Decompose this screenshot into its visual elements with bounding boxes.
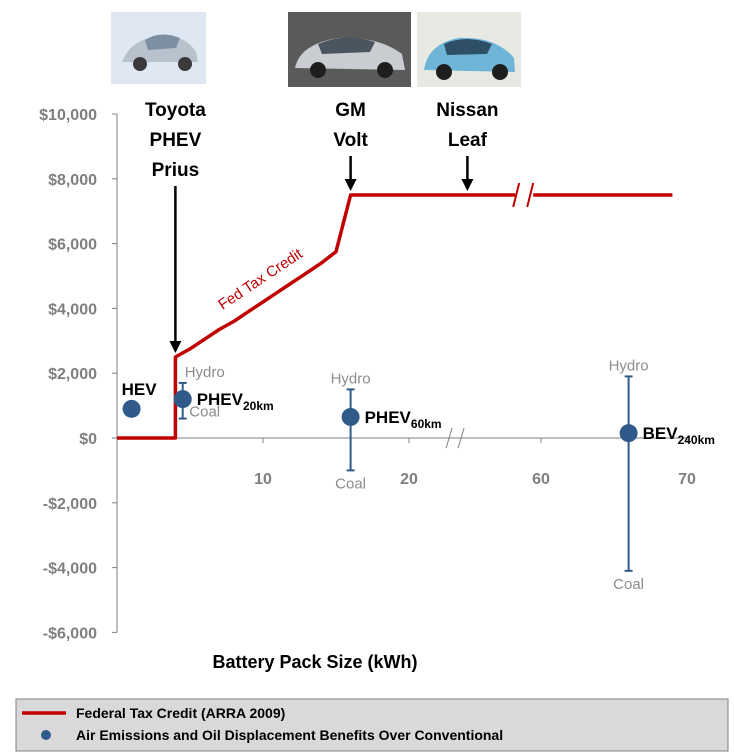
- y-tick-label: $4,000: [48, 301, 97, 318]
- axes: [112, 113, 688, 633]
- car-leaf-image: [417, 12, 521, 87]
- y-tick-label: $0: [79, 431, 97, 448]
- car-arrow-head: [461, 179, 474, 191]
- car-label: GM: [335, 100, 366, 121]
- coal-label: Coal: [189, 404, 220, 421]
- car-label: Toyota: [145, 100, 206, 121]
- x-tick-label: 20: [400, 471, 418, 488]
- line-break-mark: [526, 182, 535, 208]
- car-annotations: Toyota PHEV Prius GM Volt Nissan Leaf: [145, 100, 499, 353]
- car-prius-image: [111, 12, 206, 84]
- data-point-label: HEV: [122, 380, 158, 399]
- y-tick-label: $8,000: [48, 172, 97, 189]
- coal-label: Coal: [335, 475, 366, 492]
- y-tick-label: $2,000: [48, 366, 97, 383]
- tick-labels: -$6,000 -$4,000 -$2,000 $0 $2,000 $4,000 $6,00…: [39, 107, 696, 642]
- data-point: [173, 390, 192, 409]
- legend: Federal Tax Credit (ARRA 2009) Air Emiss…: [15, 698, 729, 752]
- x-axis-label: Battery Pack Size (kWh): [212, 652, 417, 672]
- legend-swatch-benefits: [41, 730, 51, 740]
- car-label: Leaf: [448, 130, 488, 151]
- y-tick-label: $10,000: [39, 107, 97, 124]
- legend-label-benefits: Air Emissions and Oil Displacement Benef…: [76, 727, 503, 743]
- x-axis-break-mark: [457, 427, 465, 449]
- data-point-label: BEV240km: [643, 424, 715, 447]
- benefit-series: HEVHydroCoalPHEV20kmHydroCoalPHEV60kmHyd…: [122, 357, 715, 592]
- hydro-label: Hydro: [331, 370, 371, 387]
- car-label: PHEV: [150, 130, 202, 151]
- car-arrow-head: [344, 179, 357, 191]
- data-point-label: PHEV60km: [365, 408, 442, 431]
- legend-label-tax-credit: Federal Tax Credit (ARRA 2009): [76, 705, 285, 721]
- car-arrow-head: [169, 341, 182, 353]
- car-label: Nissan: [436, 100, 498, 121]
- x-tick-label: 60: [532, 471, 550, 488]
- coal-label: Coal: [613, 576, 644, 593]
- y-tick-label: -$6,000: [43, 625, 97, 642]
- data-point-label-subscript: 60km: [411, 417, 442, 431]
- data-point-label-subscript: 240km: [678, 433, 715, 447]
- x-tick-label: 10: [254, 471, 272, 488]
- y-tick-label: $6,000: [48, 237, 97, 254]
- data-point: [122, 399, 141, 418]
- x-tick-label: 70: [678, 471, 696, 488]
- hydro-label: Hydro: [185, 364, 225, 381]
- tax-credit-line: [117, 193, 673, 440]
- car-label: Volt: [333, 130, 368, 151]
- car-label: Prius: [152, 160, 200, 181]
- x-axis-break-mark: [445, 427, 453, 449]
- line-break-mark: [512, 182, 521, 208]
- y-tick-label: -$2,000: [43, 496, 97, 513]
- data-point-label-subscript: 20km: [243, 399, 274, 413]
- y-tick-label: -$4,000: [43, 561, 97, 578]
- car-volt-image: [288, 12, 411, 87]
- data-point: [619, 424, 638, 443]
- line-break-gap: [515, 192, 534, 198]
- data-point: [341, 407, 360, 426]
- hydro-label: Hydro: [609, 357, 649, 374]
